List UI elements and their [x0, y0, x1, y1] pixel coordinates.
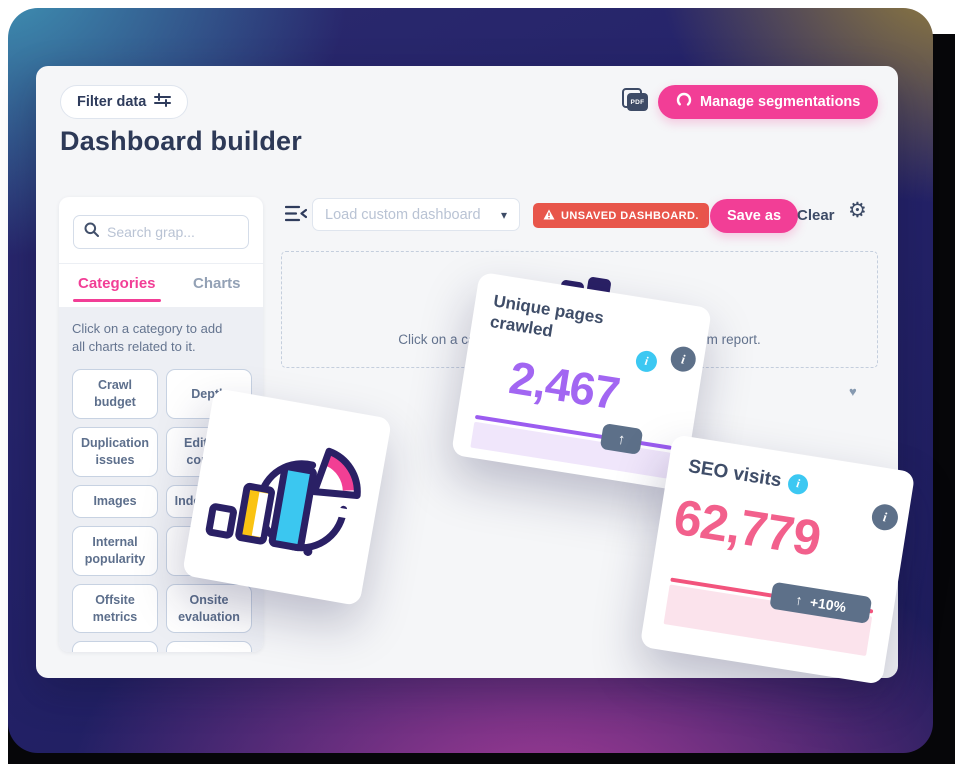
- search-graph-input[interactable]: [107, 224, 227, 240]
- info-icon-gray[interactable]: i: [668, 344, 698, 374]
- warning-icon: [543, 209, 555, 223]
- chevron-down-icon: ▾: [500, 207, 507, 222]
- metric-title: SEO visits: [686, 456, 783, 492]
- manage-segmentations-label: Manage segmentations: [700, 94, 861, 110]
- metric-title: Unique pages crawled: [488, 291, 606, 342]
- info-icon-cyan[interactable]: i: [786, 472, 810, 496]
- category-button-crawl-budget[interactable]: Crawl budget: [72, 369, 158, 420]
- segmentation-circle-icon: [676, 92, 692, 112]
- metric-value: 62,779: [670, 488, 824, 567]
- search-icon: [84, 222, 99, 242]
- info-icon-cyan[interactable]: i: [634, 349, 659, 374]
- filter-data-button[interactable]: Filter data: [60, 85, 189, 119]
- active-tab-underline: [73, 299, 161, 302]
- category-button-offsite-metrics[interactable]: Offsite metrics: [72, 583, 158, 634]
- pdf-export-icon[interactable]: PDF: [622, 88, 650, 114]
- heart-icon[interactable]: ♥: [849, 384, 857, 399]
- search-graph-box: [73, 215, 249, 249]
- category-button-clipped[interactable]: [166, 641, 252, 652]
- bar-pie-chart-illustration-icon: [200, 416, 373, 577]
- load-custom-dashboard-value: Load custom dashboard: [325, 206, 481, 223]
- pdf-badge-label: PDF: [627, 93, 648, 111]
- metric-value: 2,467: [505, 351, 623, 420]
- tab-categories[interactable]: Categories: [78, 275, 156, 292]
- unsaved-dashboard-label: UNSAVED DASHBOARD.: [561, 209, 699, 222]
- gear-icon[interactable]: ⚙: [848, 199, 867, 222]
- clear-button[interactable]: Clear: [797, 207, 835, 224]
- tab-charts[interactable]: Charts: [193, 275, 241, 292]
- sidebar-hint: Click on a category to add all charts re…: [72, 321, 223, 355]
- save-as-button[interactable]: Save as: [710, 199, 799, 233]
- category-button-internal-popularity[interactable]: Internal popularity: [72, 525, 158, 576]
- sliders-icon: [154, 93, 172, 111]
- divider: [59, 263, 263, 264]
- category-button-onsite-evaluation[interactable]: Onsite evaluation: [166, 583, 252, 634]
- metric-card-seo-visits[interactable]: SEO visits i i 62,779 ↑ +10%: [639, 434, 916, 685]
- filter-data-label: Filter data: [77, 94, 147, 110]
- category-button-duplication-issues[interactable]: Duplication issues: [72, 427, 158, 477]
- category-button-clipped[interactable]: [72, 641, 158, 652]
- load-custom-dashboard-select[interactable]: Load custom dashboard ▾: [312, 198, 520, 231]
- category-button-images[interactable]: Images: [72, 484, 158, 518]
- collapse-sidebar-icon[interactable]: [284, 205, 308, 227]
- trend-value: +10%: [809, 593, 848, 615]
- page-title: Dashboard builder: [60, 126, 302, 156]
- manage-segmentations-button[interactable]: Manage segmentations: [658, 85, 879, 119]
- info-icon-gray[interactable]: i: [870, 502, 900, 533]
- arrow-up-icon: ↑: [794, 590, 804, 608]
- arrow-up-icon: ↑: [616, 429, 627, 448]
- chart-illustration-card[interactable]: [181, 387, 393, 607]
- unsaved-dashboard-badge: UNSAVED DASHBOARD.: [533, 203, 709, 228]
